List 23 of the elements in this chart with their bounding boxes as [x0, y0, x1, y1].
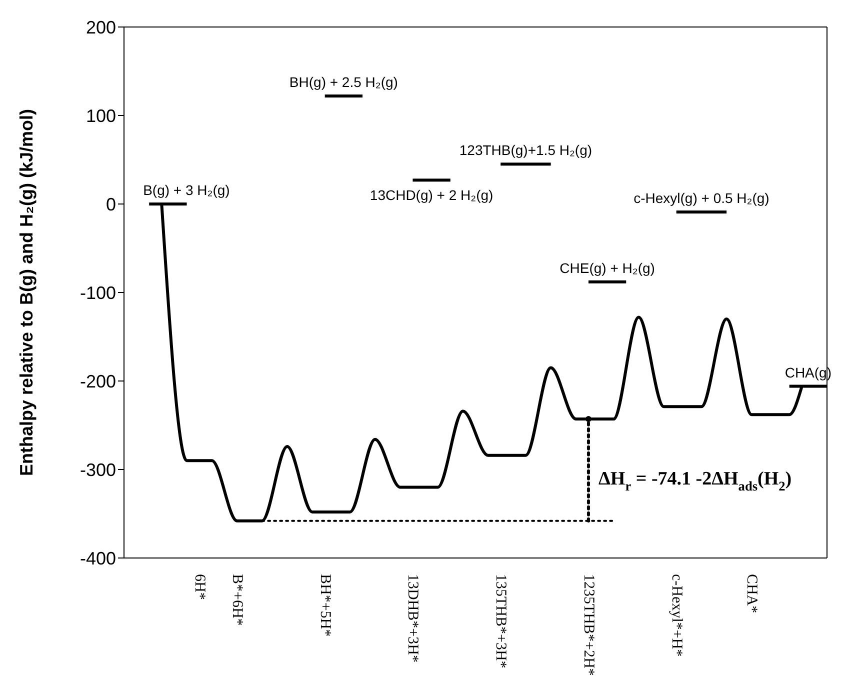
- series-label: c-Hexyl(g) + 0.5 H₂(g): [634, 190, 770, 206]
- x-tick-label: c-Hexyl*+H*: [668, 574, 684, 657]
- series-label: 123THB(g)+1.5 H₂(g): [459, 142, 592, 158]
- x-tick-label: 13DHB*+3H*: [404, 574, 421, 662]
- series-label: BH(g) + 2.5 H₂(g): [289, 74, 398, 90]
- y-tick-label: 0: [106, 194, 116, 214]
- series-label: 13CHD(g) + 2 H₂(g): [370, 187, 494, 204]
- x-tick-label: B*+6H*: [228, 574, 245, 626]
- series-label: B(g) + 3 H₂(g): [143, 182, 230, 198]
- x-tick-label: 135THB*+3H*: [492, 574, 509, 668]
- annotation: ΔH$_{r}$ = -74.1 -2ΔH$_{ads}$(H$_{2}$): [598, 468, 792, 494]
- y-tick-label: -200: [80, 371, 116, 392]
- y-tick-label: -100: [80, 282, 116, 303]
- x-tick-label: 6H*: [191, 574, 208, 600]
- y-axis-title: Enthalpy relative to B(g) and H₂(g) (kJ/mol): [16, 108, 36, 476]
- y-tick-label: -400: [80, 548, 116, 568]
- y-tick-label: 200: [86, 17, 116, 38]
- y-tick-label: 100: [86, 106, 116, 126]
- x-tick-label: CHA*: [744, 574, 760, 614]
- x-tick-label: BH*+5H*: [316, 574, 333, 637]
- y-tick-label: -300: [80, 460, 116, 480]
- x-tick-label: 1235THB*+2H*: [580, 574, 596, 676]
- series-label: CHE(g) + H₂(g): [560, 260, 655, 276]
